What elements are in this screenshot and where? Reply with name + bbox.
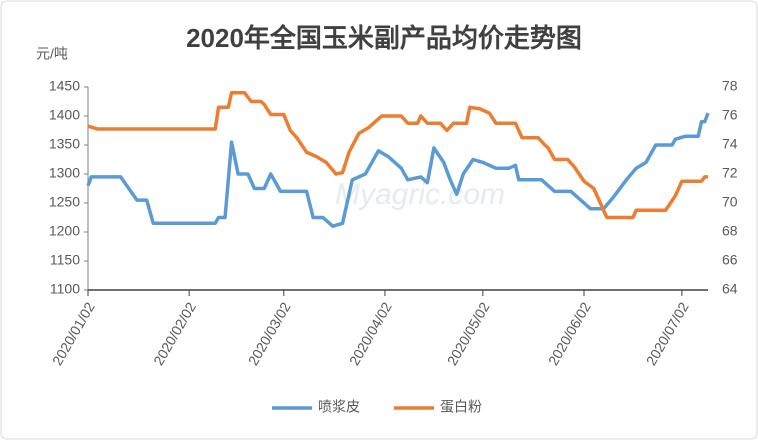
watermark: Myagric.com: [335, 178, 505, 211]
y-tick-label: 1450: [49, 78, 80, 94]
series-line: [86, 112, 710, 228]
y2-tick-label: 76: [722, 107, 738, 123]
y-tick-label: 1300: [49, 165, 80, 181]
y2-tick-label: 74: [722, 136, 738, 152]
y-tick-label: 1250: [49, 194, 80, 210]
y-tick-label: 1100: [50, 281, 80, 297]
y-axis-label: 元/吨: [36, 46, 68, 62]
y2-tick-label: 68: [722, 223, 738, 239]
legend-label: 蛋白粉: [440, 399, 482, 415]
y-tick-label: 1350: [49, 136, 80, 152]
legend-label: 喷浆皮: [318, 399, 360, 415]
y2-tick-label: 64: [722, 281, 738, 297]
series-line: [87, 91, 708, 220]
y2-tick-label: 66: [722, 252, 738, 268]
y2-tick-label: 70: [722, 194, 738, 210]
y-tick-label: 1150: [50, 252, 80, 268]
y2-tick-label: 78: [722, 78, 738, 94]
y2-tick-label: 72: [722, 165, 738, 181]
chart-title: 2020年全国玉米副产品均价走势图: [186, 23, 582, 53]
y-tick-label: 1200: [49, 223, 80, 239]
y-tick-label: 1400: [49, 107, 80, 123]
